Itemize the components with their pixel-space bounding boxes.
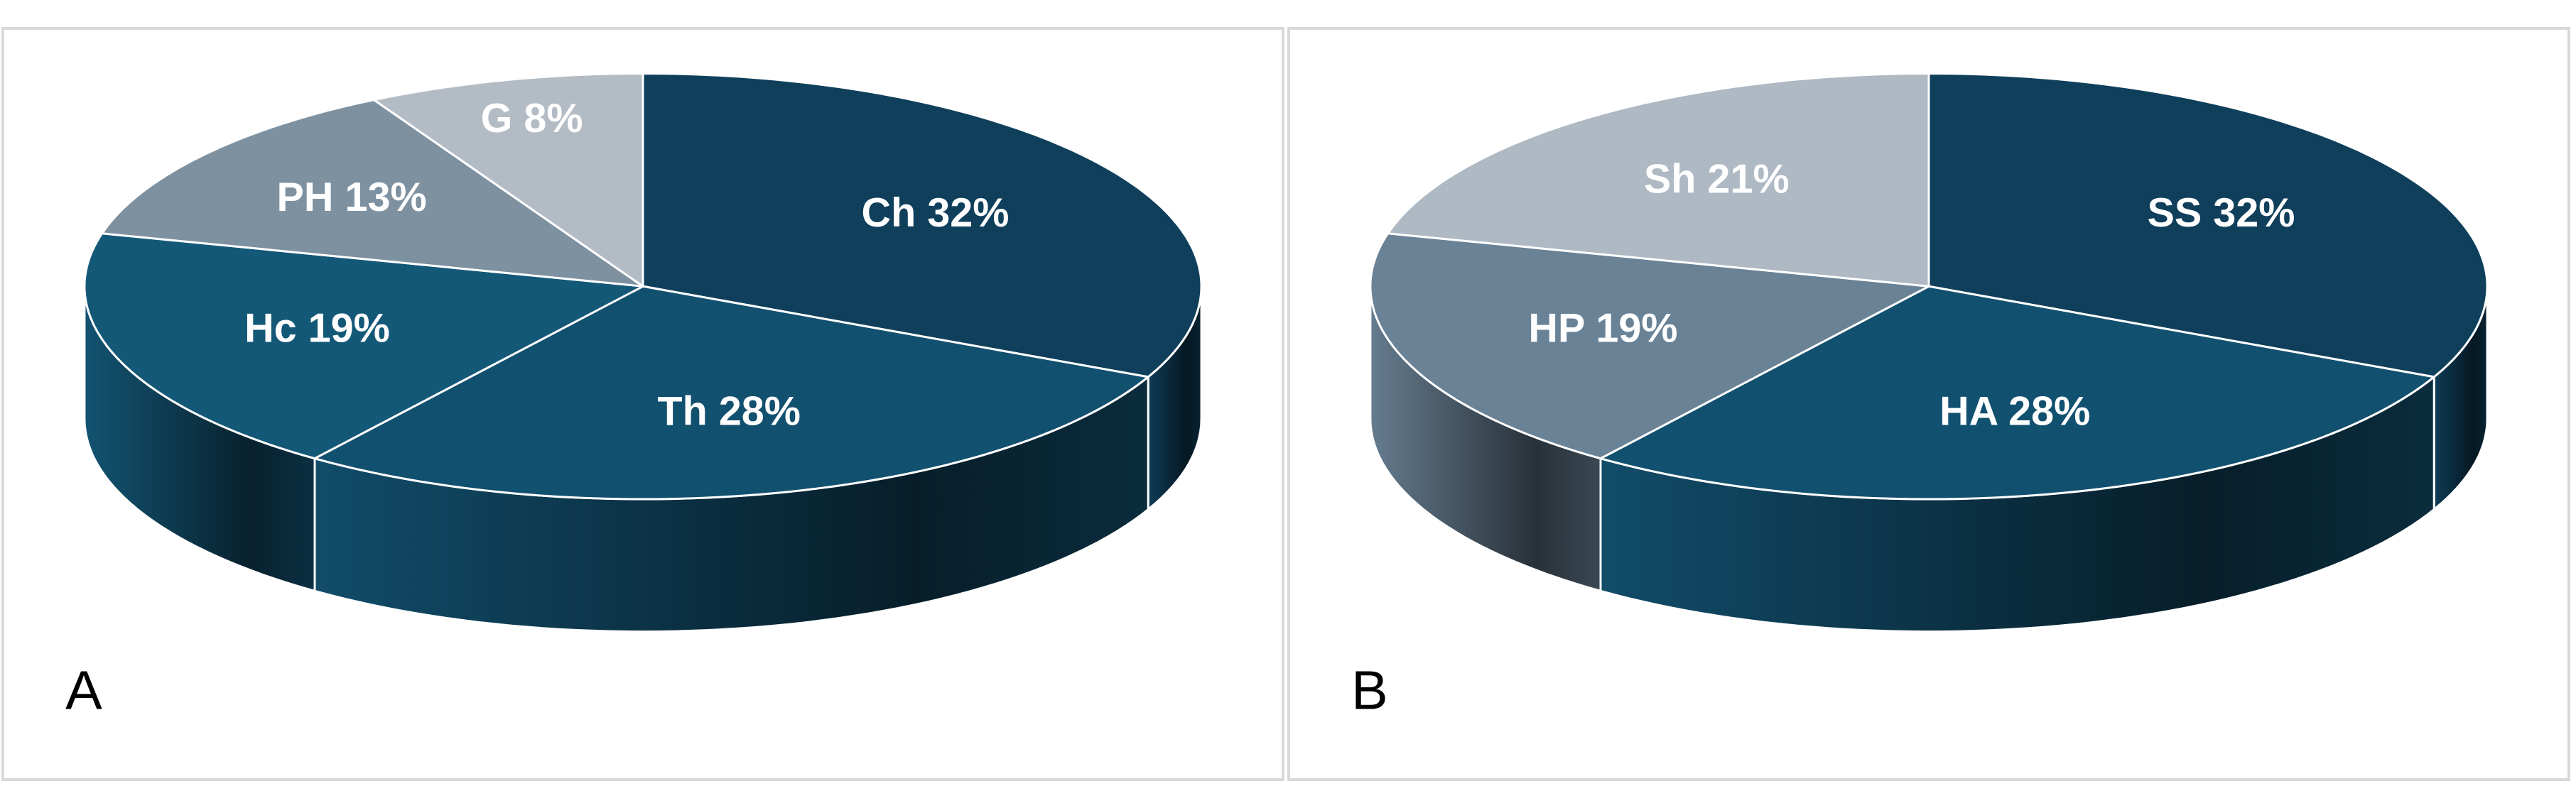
slice-label-hp: HP 19%	[1528, 305, 1677, 351]
pie-slice-ch	[642, 72, 1203, 378]
pie-slice-hp	[1369, 232, 1930, 460]
pie-slice-th	[313, 285, 1149, 501]
slice-label-th: Th 28%	[657, 388, 800, 434]
pie-chart-b: SS 32% HA 28% HP 19% Sh 21% B	[1287, 27, 2570, 781]
pie-chart-a-svg: Ch 32% Th 28% Hc 19% PH 13% G 8% A	[65, 72, 1203, 721]
panel-label: A	[65, 660, 102, 721]
slice-label-ph: PH 13%	[277, 175, 427, 220]
panel-label: B	[1351, 660, 1388, 721]
pie-slice-labels: SS 32% HA 28% HP 19% Sh 21%	[1528, 157, 2295, 435]
pie-top-slices	[83, 72, 1203, 501]
slice-label-ha: HA 28%	[1939, 388, 2090, 434]
pie-slice-ph	[101, 99, 644, 288]
pie-slice-g	[372, 72, 644, 288]
slice-label-ch: Ch 32%	[862, 190, 1010, 236]
pie-slice-ha	[1599, 285, 2435, 501]
slice-label-g: G 8%	[481, 96, 583, 141]
slice-label-ss: SS 32%	[2148, 190, 2295, 236]
pie-slice-ss	[1927, 72, 2489, 378]
pie-slice-hc	[83, 232, 644, 460]
slice-label-sh: Sh 21%	[1644, 157, 1790, 202]
pie-chart-a: Ch 32% Th 28% Hc 19% PH 13% G 8% A	[1, 27, 1284, 781]
slice-label-hc: Hc 19%	[244, 305, 390, 351]
pie-chart-b-svg: SS 32% HA 28% HP 19% Sh 21% B	[1351, 72, 2489, 721]
pie-slice-sh	[1387, 72, 1930, 288]
pie-top-slices	[1369, 72, 2489, 501]
pie-slice-labels: Ch 32% Th 28% Hc 19% PH 13% G 8%	[244, 96, 1009, 434]
